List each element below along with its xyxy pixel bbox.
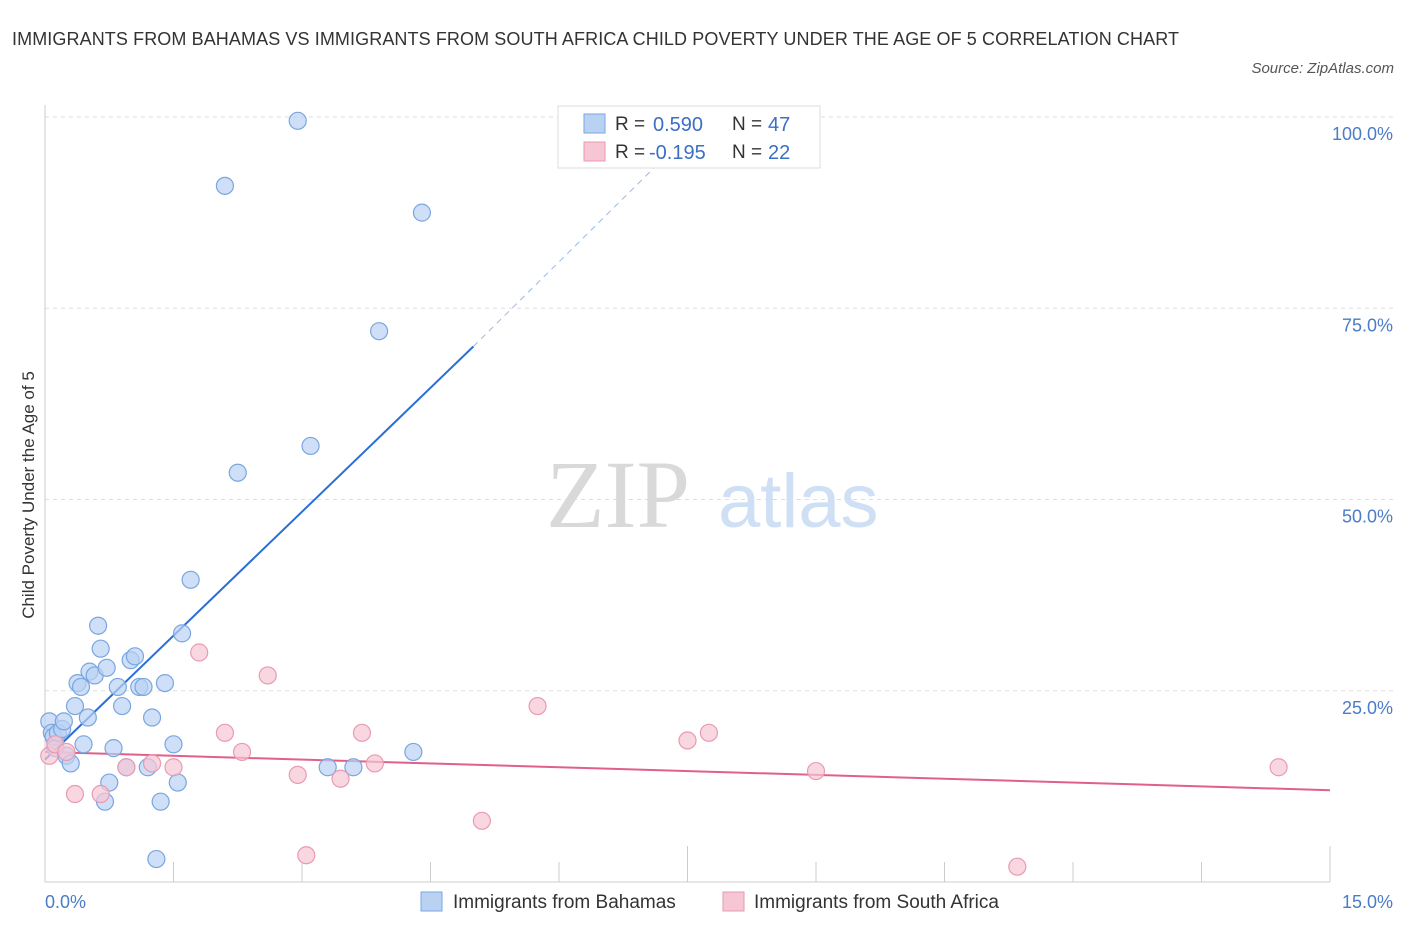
point-safrica xyxy=(297,846,316,865)
point-bahamas xyxy=(91,639,110,658)
point-safrica xyxy=(678,731,697,750)
point-bahamas xyxy=(125,647,145,666)
point-bahamas xyxy=(215,176,234,195)
y-tick-label: 75.0% xyxy=(1342,315,1393,335)
point-bahamas xyxy=(344,758,363,777)
point-bahamas xyxy=(54,712,73,731)
point-safrica xyxy=(215,723,234,742)
y-tick-label: 100.0% xyxy=(1332,124,1393,144)
gridlines xyxy=(45,116,1394,692)
chart-title: IMMIGRANTS FROM BAHAMAS VS IMMIGRANTS FR… xyxy=(12,29,1180,49)
trend-line-bahamas-extension xyxy=(472,108,714,347)
point-bahamas xyxy=(404,742,423,762)
point-safrica xyxy=(142,754,162,773)
point-safrica xyxy=(472,811,491,830)
legend-r-value-2: -0.195 xyxy=(649,142,706,164)
point-safrica xyxy=(65,784,85,804)
tick-labels: 25.0% 50.0% 75.0% 100.0% 0.0% 15.0% xyxy=(45,124,1393,912)
trend-line-safrica xyxy=(44,750,1331,792)
series-legend: Immigrants from Bahamas Immigrants from … xyxy=(420,891,999,913)
point-bahamas xyxy=(112,696,132,716)
y-axis-label: Child Poverty Under the Age of 5 xyxy=(19,371,38,619)
watermark-zip: ZIP xyxy=(546,441,690,548)
legend-n-label-2: N = xyxy=(732,142,762,163)
source-label: Source: ZipAtlas.com xyxy=(1251,60,1394,77)
series-swatch-bahamas xyxy=(420,891,443,912)
legend-swatch-safrica xyxy=(583,141,606,162)
point-bahamas xyxy=(89,616,108,635)
point-bahamas xyxy=(228,463,247,482)
point-bahamas xyxy=(301,436,320,456)
point-safrica xyxy=(352,723,372,742)
watermark: ZIP atlas xyxy=(546,441,879,548)
point-bahamas xyxy=(164,735,183,754)
point-safrica xyxy=(365,754,384,773)
legend-n-value-2: 22 xyxy=(768,142,790,164)
point-bahamas xyxy=(151,792,170,811)
series-swatch-safrica xyxy=(722,891,745,912)
point-bahamas xyxy=(74,735,93,754)
point-bahamas xyxy=(71,677,91,697)
series-label-safrica: Immigrants from South Africa xyxy=(754,892,999,913)
point-safrica xyxy=(190,643,209,662)
data-points xyxy=(40,111,1288,876)
point-bahamas xyxy=(78,708,97,727)
legend-r-value-1: 0.590 xyxy=(653,114,703,136)
point-safrica xyxy=(1269,758,1288,777)
point-safrica xyxy=(91,784,110,804)
trend-line-bahamas xyxy=(44,345,475,761)
legend-n-value-1: 47 xyxy=(768,114,790,136)
point-bahamas xyxy=(104,739,123,758)
point-bahamas xyxy=(142,708,162,727)
series-label-bahamas: Immigrants from Bahamas xyxy=(453,892,676,913)
point-safrica xyxy=(806,761,826,781)
y-tick-label: 50.0% xyxy=(1342,507,1393,527)
point-bahamas xyxy=(134,677,153,697)
point-bahamas xyxy=(147,849,166,869)
point-bahamas xyxy=(108,677,127,697)
point-safrica xyxy=(57,742,76,762)
point-safrica xyxy=(699,723,719,742)
correlation-legend: R = 0.590 N = 47 R = -0.195 N = 22 xyxy=(557,105,821,169)
legend-n-label-1: N = xyxy=(732,114,762,135)
point-safrica xyxy=(258,666,277,685)
point-bahamas xyxy=(172,624,192,643)
watermark-atlas: atlas xyxy=(718,459,879,544)
legend-swatch-bahamas xyxy=(583,113,606,134)
x-tick-label: 15.0% xyxy=(1342,892,1393,912)
point-bahamas xyxy=(412,203,432,222)
point-safrica xyxy=(1008,857,1027,876)
legend-r-label-2: R = xyxy=(615,142,645,163)
point-bahamas xyxy=(168,773,187,792)
point-safrica xyxy=(117,758,136,777)
point-bahamas xyxy=(65,696,85,716)
point-safrica xyxy=(164,758,183,777)
point-safrica xyxy=(288,765,307,785)
point-bahamas xyxy=(97,658,116,677)
point-safrica xyxy=(528,696,547,716)
point-bahamas xyxy=(181,570,200,589)
x-tick-label: 0.0% xyxy=(45,892,86,912)
point-bahamas xyxy=(318,758,337,777)
point-bahamas xyxy=(288,111,307,130)
legend-r-label-1: R = xyxy=(615,114,645,135)
y-tick-label: 25.0% xyxy=(1342,698,1393,718)
point-bahamas xyxy=(155,673,175,693)
point-safrica xyxy=(232,742,252,762)
point-safrica xyxy=(331,769,350,788)
point-bahamas xyxy=(370,322,389,341)
